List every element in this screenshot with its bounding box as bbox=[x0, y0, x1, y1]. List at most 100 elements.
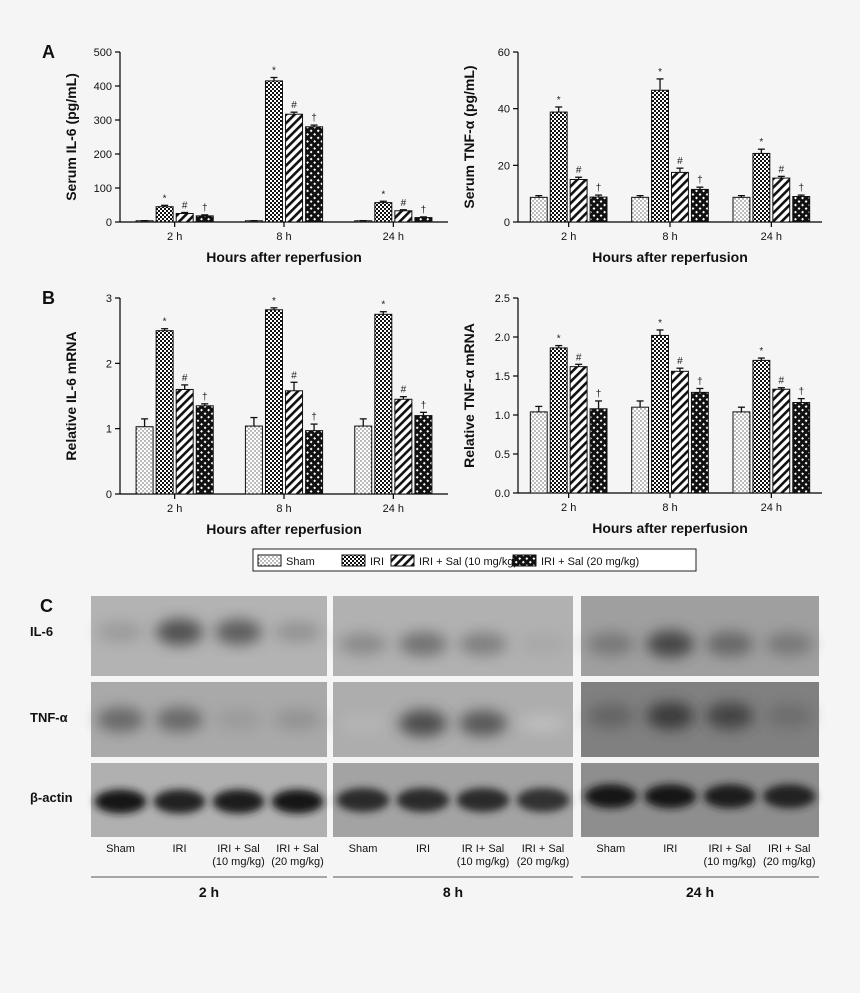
bar bbox=[529, 196, 548, 223]
y-tick-label: 2.0 bbox=[495, 332, 510, 344]
y-tick-label: 60 bbox=[498, 47, 510, 59]
bar bbox=[529, 411, 548, 494]
legend-swatch bbox=[341, 554, 366, 567]
x-axis-title: Hours after reperfusion bbox=[206, 521, 362, 537]
bar bbox=[671, 171, 689, 223]
y-tick-label: 1.0 bbox=[495, 410, 510, 422]
bar bbox=[792, 196, 811, 223]
blot-band bbox=[459, 710, 507, 737]
legend-swatch bbox=[512, 554, 537, 567]
bar bbox=[752, 152, 771, 223]
significance-mark: * bbox=[163, 193, 167, 204]
y-tick-label: 40 bbox=[498, 104, 510, 116]
blot-band bbox=[153, 789, 206, 814]
significance-mark: * bbox=[557, 334, 561, 345]
y-axis-title: Serum IL-6 (pg/mL) bbox=[63, 73, 79, 201]
y-tick-label: 0 bbox=[106, 489, 112, 501]
bar bbox=[631, 406, 650, 494]
blot-row-label: TNF-α bbox=[30, 710, 68, 725]
blot-band bbox=[646, 630, 695, 658]
legend-swatch bbox=[257, 554, 282, 567]
significance-mark: # bbox=[401, 385, 407, 396]
x-tick-label: 8 h bbox=[662, 502, 677, 514]
bar bbox=[374, 202, 393, 223]
blot-band bbox=[214, 619, 263, 645]
blot-band bbox=[705, 702, 754, 730]
bar bbox=[175, 388, 194, 495]
bar bbox=[690, 391, 709, 494]
chart-serum-tnfa: 0 20 40 60 Serum TNF-α (pg/mL) * # † 2 h * # † 8 h * #… bbox=[461, 47, 822, 265]
time-group-label: 2 h bbox=[199, 884, 219, 900]
x-tick-label: 24 h bbox=[383, 503, 404, 515]
significance-mark: # bbox=[291, 100, 297, 111]
lane-label: IRI + Sal bbox=[522, 843, 565, 855]
blot-band bbox=[516, 788, 570, 812]
time-group-label: 8 h bbox=[443, 884, 463, 900]
bar bbox=[690, 188, 709, 223]
x-axis-title: Hours after reperfusion bbox=[592, 249, 748, 265]
significance-mark: * bbox=[658, 318, 662, 329]
x-tick-label: 2 h bbox=[167, 231, 182, 243]
bar bbox=[752, 359, 771, 494]
bar bbox=[394, 398, 413, 495]
lane-label: IRI + Sal bbox=[276, 843, 319, 855]
x-tick-label: 2 h bbox=[167, 503, 182, 515]
significance-mark: * bbox=[163, 317, 167, 328]
blot-band bbox=[96, 707, 145, 732]
bar bbox=[394, 210, 413, 223]
significance-mark: # bbox=[291, 370, 297, 381]
y-tick-label: 500 bbox=[94, 47, 112, 59]
lane-label: Sham bbox=[596, 843, 625, 855]
lane-label: (20 mg/kg) bbox=[763, 856, 816, 868]
blot-band bbox=[212, 789, 265, 814]
significance-mark: * bbox=[272, 296, 276, 307]
lane-label: (20 mg/kg) bbox=[271, 856, 324, 868]
bar bbox=[589, 408, 608, 494]
significance-mark: * bbox=[557, 95, 561, 106]
bar bbox=[305, 126, 324, 223]
blot-band bbox=[586, 703, 635, 729]
significance-mark: # bbox=[182, 373, 188, 384]
significance-mark: * bbox=[381, 300, 385, 311]
significance-mark: † bbox=[798, 183, 804, 194]
significance-mark: * bbox=[272, 66, 276, 77]
blot-band bbox=[586, 632, 635, 656]
blot-band bbox=[94, 789, 147, 814]
bar bbox=[414, 217, 433, 223]
y-tick-label: 0 bbox=[106, 217, 112, 229]
y-tick-label: 100 bbox=[94, 183, 112, 195]
bar bbox=[374, 313, 393, 495]
significance-mark: # bbox=[182, 200, 188, 211]
significance-mark: † bbox=[596, 183, 602, 194]
lane-label: IRI + Sal bbox=[709, 843, 752, 855]
blot-band bbox=[273, 708, 322, 731]
lane-label: IRI bbox=[663, 843, 677, 855]
significance-mark: † bbox=[798, 387, 804, 398]
y-tick-label: 1 bbox=[106, 424, 112, 436]
significance-mark: * bbox=[759, 137, 763, 148]
panel-letter-b: B bbox=[42, 288, 55, 308]
bar bbox=[792, 402, 811, 494]
y-tick-label: 2 bbox=[106, 358, 112, 370]
bar bbox=[135, 426, 154, 495]
bar bbox=[732, 196, 751, 223]
significance-mark: † bbox=[311, 412, 317, 423]
blot-band bbox=[519, 713, 567, 733]
bar bbox=[732, 411, 751, 494]
blot-band bbox=[705, 631, 754, 657]
bar bbox=[175, 213, 194, 223]
significance-mark: † bbox=[202, 392, 208, 403]
x-tick-label: 24 h bbox=[383, 231, 404, 243]
bar bbox=[285, 113, 304, 223]
blot-band bbox=[273, 621, 322, 643]
lane-label: IRI + Sal bbox=[768, 843, 811, 855]
lane-label: IRI bbox=[172, 843, 186, 855]
bar bbox=[195, 215, 214, 223]
lane-label: (10 mg/kg) bbox=[212, 856, 265, 868]
y-tick-label: 200 bbox=[94, 149, 112, 161]
y-axis-title: Relative TNF-α mRNA bbox=[461, 323, 477, 468]
significance-mark: # bbox=[779, 164, 785, 175]
x-tick-label: 8 h bbox=[276, 503, 291, 515]
